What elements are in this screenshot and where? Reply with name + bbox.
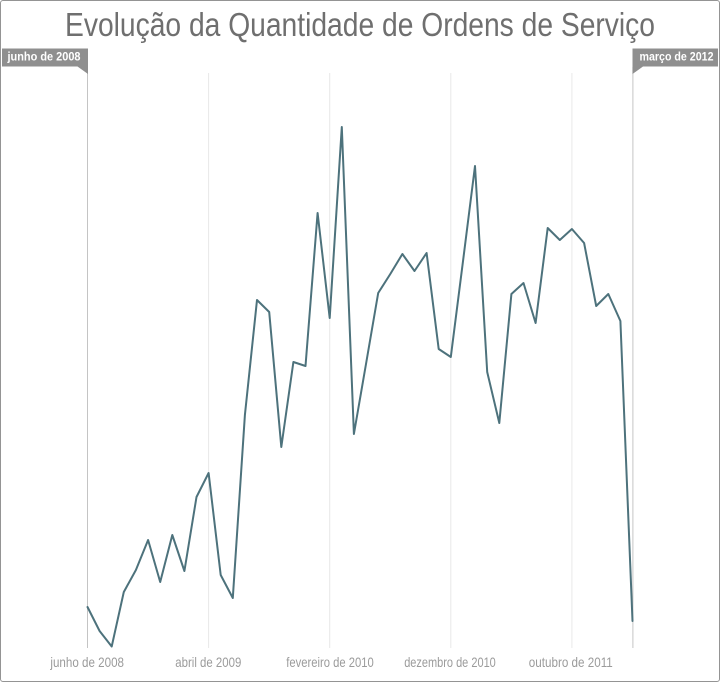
svg-text:junho de 2008: junho de 2008	[50, 654, 125, 670]
svg-text:dezembro de 2010: dezembro de 2010	[404, 654, 496, 670]
svg-text:Evolução da Quantidade de Orde: Evolução da Quantidade de Ordens de Serv…	[65, 6, 655, 43]
svg-text:fevereiro de 2010: fevereiro de 2010	[286, 654, 374, 670]
svg-text:junho de 2008: junho de 2008	[7, 50, 81, 64]
svg-text:março de 2012: março de 2012	[640, 50, 714, 64]
svg-text:abril de 2009: abril de 2009	[175, 654, 241, 670]
svg-text:outubro de 2011: outubro de 2011	[529, 654, 613, 670]
